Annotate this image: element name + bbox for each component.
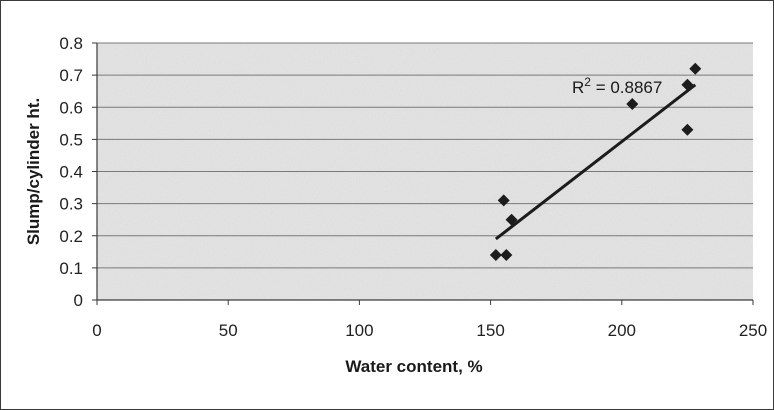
y-axis-title: Slump/cylinder ht. [24,98,43,245]
axes [92,42,754,305]
data-point [500,249,513,262]
y-tick-label: 0.7 [59,66,83,85]
trendline [494,83,697,241]
r-squared-annotation: R2 = 0.8867 [572,75,662,97]
tick-labels: 0 0.1 0.2 0.3 0.4 0.5 0.6 0.7 0.8 0 50 100 150 200 250 [59,34,767,340]
data-point [626,98,639,111]
y-tick-label: 0.6 [59,98,83,117]
gridlines [97,42,753,269]
y-tick-label: 0.2 [59,227,83,246]
x-tick-label: 150 [476,321,504,340]
data-point [497,194,510,207]
x-tick-label: 200 [608,321,636,340]
x-axis-title: Water content, % [345,357,482,376]
y-tick-label: 0.8 [59,34,83,53]
data-point [681,78,694,91]
data-point [681,123,694,136]
r-squared-prefix: R [572,78,584,97]
r-squared-value: = 0.8867 [591,78,662,97]
data-point [689,62,702,75]
trendline-group [494,83,697,241]
r-squared-superscript: 2 [584,75,591,89]
y-tick-label: 0.1 [59,259,83,278]
y-tick-label: 0.5 [59,130,83,149]
y-tick-label: 0.3 [59,195,83,214]
data-points [489,62,702,262]
x-tick-label: 250 [739,321,767,340]
data-point [489,249,502,262]
y-tick-label: 0 [74,291,83,310]
y-tick-label: 0.4 [59,163,83,182]
x-tick-label: 0 [92,321,101,340]
x-tick-label: 50 [219,321,238,340]
x-tick-label: 100 [345,321,373,340]
data-point [505,213,518,226]
